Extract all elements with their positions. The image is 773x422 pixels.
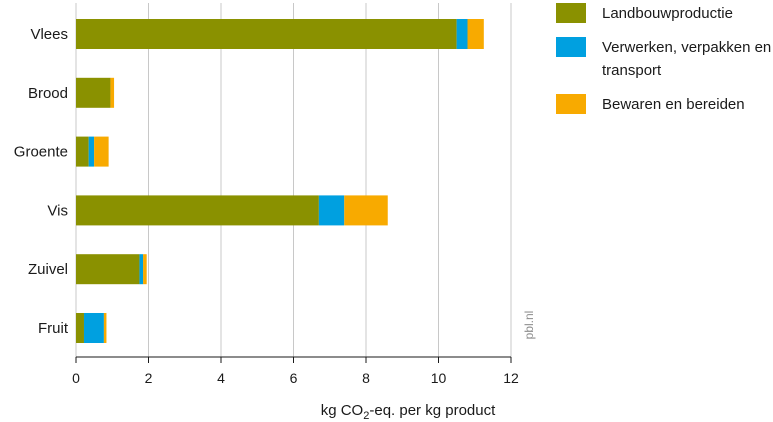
- legend-item-landbouwproductie: Landbouwproductie: [556, 2, 773, 25]
- bar-segment: [76, 19, 457, 49]
- legend-item-verwerken: Verwerken, verpakken en transport: [556, 36, 773, 82]
- bar-segment: [139, 254, 144, 285]
- bar-segment: [344, 195, 388, 226]
- bar-segment: [76, 313, 84, 343]
- legend: Landbouwproductie Verwerken, verpakken e…: [556, 2, 773, 127]
- bar-segment: [88, 136, 95, 167]
- x-axis-label: kg CO2-eq. per kg product: [321, 402, 496, 422]
- legend-swatch: [556, 3, 586, 23]
- bar-segment: [103, 313, 107, 343]
- category-label: Fruit: [38, 320, 69, 337]
- x-tick-label: 4: [217, 370, 225, 386]
- x-tick-labels: 0 2 4 6 8 10 12: [72, 370, 519, 386]
- x-tick-label: 6: [290, 370, 298, 386]
- bars: [76, 19, 484, 343]
- category-label: Zuivel: [28, 261, 68, 278]
- category-label: Vis: [47, 202, 68, 219]
- bar-segment: [76, 195, 319, 226]
- bar-segment: [83, 313, 104, 343]
- legend-label: Bewaren en bereiden: [602, 96, 745, 113]
- category-label: Brood: [28, 85, 68, 102]
- x-tick-label: 10: [431, 370, 447, 386]
- bar-segment: [456, 19, 468, 49]
- legend-label: Verwerken, verpakken en transport: [602, 39, 772, 79]
- category-labels: Vlees Brood Groente Vis Zuivel Fruit: [14, 26, 69, 337]
- legend-item-bewaren: Bewaren en bereiden: [556, 93, 773, 116]
- bar-segment: [143, 254, 147, 285]
- bar-segment: [76, 136, 89, 167]
- bar-segment: [110, 77, 115, 108]
- grid-lines: [75, 3, 512, 363]
- bar-segment: [467, 19, 484, 49]
- bar-segment: [76, 254, 140, 285]
- legend-swatch: [556, 37, 586, 57]
- x-tick-label: 2: [145, 370, 153, 386]
- source-credit: pbl.nl: [522, 310, 536, 340]
- x-tick-label: 12: [503, 370, 519, 386]
- category-label: Vlees: [30, 26, 68, 43]
- bar-segment: [94, 136, 109, 167]
- x-tick-label: 0: [72, 370, 80, 386]
- legend-label: Landbouwproductie: [602, 5, 733, 22]
- legend-swatch: [556, 94, 586, 114]
- bar-segment: [318, 195, 345, 226]
- category-label: Groente: [14, 144, 68, 161]
- bar-segment: [76, 77, 111, 108]
- x-tick-label: 8: [362, 370, 370, 386]
